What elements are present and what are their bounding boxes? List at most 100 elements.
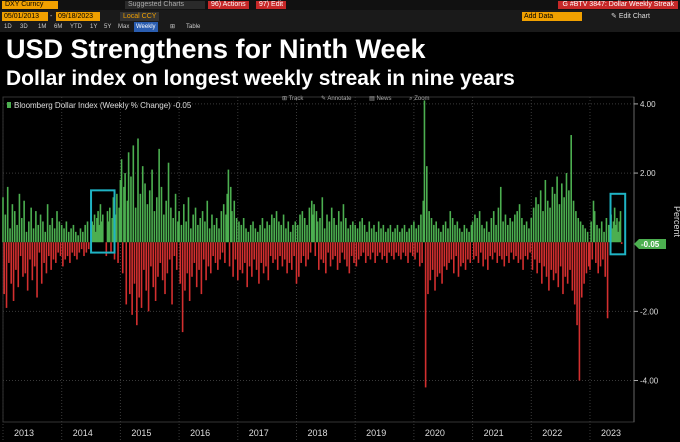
bar-positive [511, 221, 514, 243]
bar-negative [334, 242, 337, 257]
bar-negative [388, 242, 391, 253]
chart-type-icon[interactable]: ⊞ [170, 24, 176, 30]
bar-positive [377, 221, 380, 243]
track-tool[interactable]: ⊞ Track [282, 96, 304, 102]
bar-positive [568, 190, 570, 243]
frequency-select[interactable]: Weekly [134, 22, 158, 32]
bar-positive [60, 224, 63, 243]
period-1m[interactable]: 1M [38, 24, 47, 30]
bar-positive [123, 186, 125, 243]
bar-negative [515, 242, 517, 257]
bar-positive [495, 224, 497, 243]
bar-negative [200, 242, 203, 295]
bar-positive [204, 221, 206, 243]
period-1y[interactable]: 1Y [90, 24, 98, 30]
bar-positive [535, 197, 537, 243]
start-date-field[interactable]: 05/01/2013 [2, 12, 48, 21]
bar-positive [247, 231, 250, 243]
edit-chart-button[interactable]: ✎ Edit Chart [611, 12, 650, 21]
suggested-charts-button[interactable]: Suggested Charts [125, 1, 205, 9]
actions-menu[interactable]: 96) Actions [208, 1, 249, 9]
bar-negative [195, 242, 198, 288]
bar-positive [313, 204, 315, 243]
bar-positive [433, 224, 435, 243]
bar-positive [37, 224, 40, 243]
bar-negative [431, 242, 434, 270]
bar-positive [280, 224, 283, 243]
x-tick-label: 2022 [542, 428, 562, 438]
bar-positive [593, 211, 596, 243]
end-date-field[interactable]: 09/18/2023 [56, 12, 100, 21]
x-tick-label: 2023 [601, 428, 621, 438]
period-5y[interactable]: 5Y [104, 24, 112, 30]
bar-positive [468, 231, 470, 243]
bar-positive [70, 228, 72, 243]
chart-title-tab[interactable]: G #BTV 3847: Dollar Weekly Streak [558, 1, 678, 9]
bar-positive [46, 204, 49, 243]
bar-positive [97, 211, 99, 243]
bar-positive [570, 135, 572, 243]
edit-menu[interactable]: 97) Edit [256, 1, 287, 9]
bar-negative [179, 242, 182, 284]
bar-negative [381, 242, 383, 260]
bar-negative [503, 242, 506, 267]
bar-positive [440, 231, 442, 243]
period-ytd[interactable]: YTD [70, 24, 82, 30]
ticker-field[interactable]: DXY Curncy [2, 1, 58, 9]
bar-positive [430, 218, 433, 243]
bar-positive [616, 218, 618, 243]
annotate-tool[interactable]: ✎ Annotate [321, 96, 352, 102]
bar-negative [248, 242, 251, 267]
zoom-tool[interactable]: ⌕ Zoom [409, 96, 430, 102]
table-toggle[interactable]: Table [186, 24, 201, 30]
bar-positive [96, 218, 98, 243]
bar-positive [238, 221, 240, 243]
bar-positive [481, 224, 483, 243]
bar-positive [9, 228, 11, 243]
highlight-box [90, 189, 116, 254]
edit-icon: ✎ [611, 13, 619, 20]
bar-negative [606, 242, 609, 319]
period-max[interactable]: Max [118, 24, 130, 30]
bar-negative [552, 242, 555, 281]
bar-negative [508, 242, 510, 263]
bar-negative [212, 242, 214, 257]
bar-positive [549, 207, 551, 243]
period-1d[interactable]: 1D [4, 24, 12, 30]
bar-negative [360, 242, 362, 257]
bar-positive [598, 228, 601, 243]
bar-negative [390, 242, 393, 257]
bar-positive [13, 211, 16, 243]
bar-negative [374, 242, 376, 263]
period-6m[interactable]: 6M [54, 24, 63, 30]
bar-positive [275, 211, 278, 243]
bar-positive [231, 211, 233, 243]
track-label: Track [288, 96, 304, 102]
bar-positive [82, 231, 84, 243]
bar-negative [498, 242, 501, 257]
bar-negative [597, 242, 599, 274]
bar-positive [245, 228, 247, 243]
bar-positive [118, 207, 121, 243]
period-3d[interactable]: 3D [20, 24, 28, 30]
legend-swatch [7, 102, 11, 108]
bar-negative [87, 242, 90, 250]
bar-positive [335, 224, 338, 243]
bar-positive [321, 197, 324, 243]
bar-negative [188, 242, 191, 301]
bar-positive [42, 221, 44, 243]
news-tool[interactable]: ▤ News [369, 96, 392, 102]
bar-negative [290, 242, 293, 270]
add-data-field[interactable]: Add Data [522, 12, 582, 21]
bar-positive [586, 231, 589, 243]
currency-select[interactable]: Local CCY [120, 12, 160, 21]
bar-negative [145, 242, 148, 291]
bar-positive [51, 218, 54, 243]
bar-positive [172, 218, 175, 243]
bar-negative [251, 242, 253, 277]
bar-positive [370, 228, 373, 243]
bar-positive [218, 228, 220, 243]
bar-negative [184, 242, 186, 291]
bar-negative [64, 242, 67, 260]
date-range-bar [0, 10, 680, 22]
